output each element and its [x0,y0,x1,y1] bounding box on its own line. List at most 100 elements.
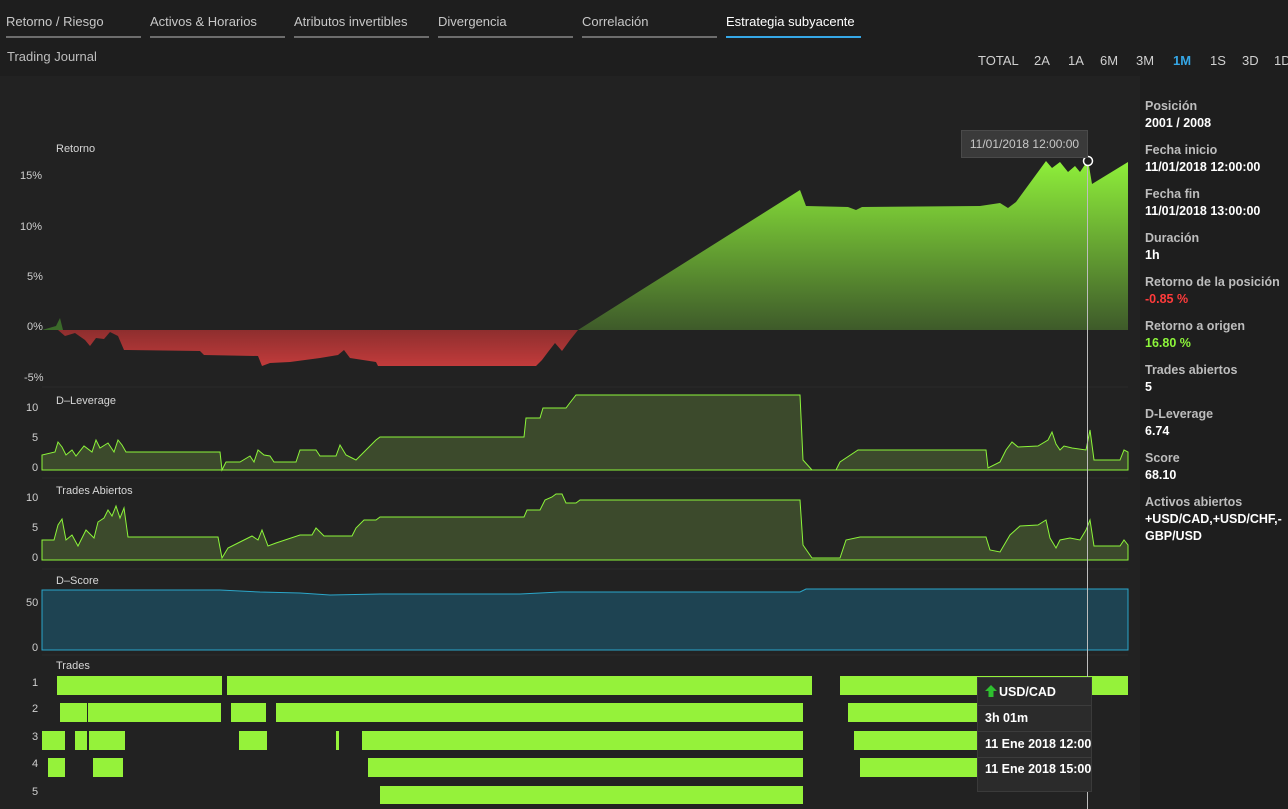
trades-title: Trades [56,660,90,672]
score-tick-0: 0 [32,642,38,654]
divider [978,705,1091,706]
range-3d[interactable]: 3D [1242,53,1259,68]
tab-label: Retorno / Riesgo [6,14,104,29]
detail-d-leverage: D-Leverage 6.74 [1145,406,1285,440]
trade-bar[interactable] [93,758,123,777]
range-total[interactable]: TOTAL [978,53,1019,68]
tab-divergencia[interactable]: Divergencia [438,14,573,38]
trade-bar[interactable] [380,786,803,804]
trade-bar[interactable] [336,731,339,750]
detail-label: Retorno a origen [1145,319,1246,333]
detail-label: Trades abiertos [1145,363,1238,377]
tab-estrategia-subyacente[interactable]: Estrategia subyacente [726,14,861,38]
tab-label: Activos & Horarios [150,14,257,29]
return-initial-bump [42,318,63,330]
trade-bar[interactable] [854,731,990,750]
detail-value: 1h [1145,248,1160,262]
tab-atributos-invertibles[interactable]: Atributos invertibles [294,14,429,38]
detail-label: Activos abiertos [1145,495,1243,509]
retorno-tick-neg5: -5% [24,372,44,384]
score-area [41,588,1129,651]
trade-bar[interactable] [89,731,125,750]
detail-fecha-fin: Fecha fin 11/01/2018 13:00:00 [1145,186,1285,220]
leverage-tick-10: 10 [26,402,38,414]
trades-row-3: 3 [32,731,38,743]
trade-bar[interactable] [227,676,812,695]
cursor-marker[interactable] [1082,155,1094,167]
detail-label: D-Leverage [1145,407,1214,421]
tab-label: Correlación [582,14,649,29]
trade-bar[interactable] [60,703,87,722]
detail-value: 6.74 [1145,424,1170,438]
retorno-tick-0: 0% [27,321,43,333]
return-positive-area [578,160,1128,330]
trades-tick-10: 10 [26,492,38,504]
detail-fecha-inicio: Fecha inicio 11/01/2018 12:00:00 [1145,142,1285,176]
range-1a[interactable]: 1A [1068,53,1084,68]
detail-value: 5 [1145,380,1152,394]
tab-correlacion[interactable]: Correlación [582,14,717,38]
trade-bar[interactable] [48,758,65,777]
detail-label: Posición [1145,99,1198,113]
trades-tick-5: 5 [32,522,38,534]
trade-bar[interactable] [42,731,65,750]
trade-bar[interactable] [276,703,803,722]
trade-bar[interactable] [57,676,222,695]
trades-row-5: 5 [32,786,38,798]
detail-label: Fecha fin [1145,187,1200,201]
trade-end: 11 Ene 2018 15:00 [985,762,1092,776]
range-1s[interactable]: 1S [1210,53,1226,68]
detail-value: 68.10 [1145,468,1177,482]
trades-open-area [41,493,1129,561]
trade-bar[interactable] [362,731,803,750]
tab-retorno-riesgo[interactable]: Retorno / Riesgo [6,14,141,38]
tab-label: Estrategia subyacente [726,14,855,29]
range-1d[interactable]: 1D [1274,53,1288,68]
detail-value: 2001 / 2008 [1145,116,1212,130]
time-range-selector: TOTAL 2A 1A 6M 3M 1M 1S 3D 1D [978,53,1288,71]
divider [978,731,1091,732]
detail-score: Score 68.10 [1145,450,1285,484]
leverage-area [41,394,1129,472]
trades-abiertos-title: Trades Abiertos [56,485,133,497]
trade-pair: USD/CAD [999,685,1056,699]
tab-activos-horarios[interactable]: Activos & Horarios [150,14,285,38]
trade-bar[interactable] [239,731,267,750]
detail-value: -0.85 % [1145,292,1189,306]
range-6m[interactable]: 6M [1100,53,1119,68]
retorno-tick-5: 5% [27,271,43,283]
trade-tooltip-pair-row: USD/CAD [985,685,1056,699]
trades-bars [42,676,1128,804]
trade-bar[interactable] [860,758,990,777]
range-1m[interactable]: 1M [1173,53,1192,68]
detail-activos-abiertos: Activos abiertos +USD/CAD,+USD/CHF,-GBP/… [1145,494,1285,545]
trade-tooltip: USD/CAD 3h 01m 11 Ene 2018 12:00 11 Ene … [977,677,1092,792]
detail-posicion: Posición 2001 / 2008 [1145,98,1285,132]
trade-bar[interactable] [848,703,990,722]
detail-trades-abiertos: Trades abiertos 5 [1145,362,1285,396]
leverage-tick-0: 0 [32,462,38,474]
trades-row-1: 1 [32,677,38,689]
detail-retorno-origen: Retorno a origen 16.80 % [1145,318,1285,352]
up-arrow-icon [985,685,997,697]
trade-bar[interactable] [88,703,221,722]
trade-bar[interactable] [75,731,87,750]
trade-bar[interactable] [368,758,803,777]
detail-retorno-posicion: Retorno de la posición -0.85 % [1145,274,1285,308]
trade-start: 11 Ene 2018 12:00 [985,737,1092,751]
retorno-tick-10: 10% [20,221,42,233]
trades-row-4: 4 [32,758,38,770]
detail-value: 11/01/2018 12:00:00 [1145,160,1261,174]
range-3m[interactable]: 3M [1136,53,1155,68]
range-2a[interactable]: 2A [1034,53,1050,68]
trade-duration: 3h 01m [985,711,1029,725]
page-title: Trading Journal [7,49,97,64]
score-tick-50: 50 [26,597,38,609]
detail-value: +USD/CAD,+USD/CHF,-GBP/USD [1145,512,1282,543]
trades-row-2: 2 [32,703,38,715]
charts-area[interactable]: Retorno 15% 10% 5% 0% -5% D–Leverage 10 … [0,0,1140,809]
trades-tick-0: 0 [32,552,38,564]
retorno-title: Retorno [56,143,95,155]
score-title: D–Score [56,575,99,587]
trade-bar[interactable] [231,703,266,722]
